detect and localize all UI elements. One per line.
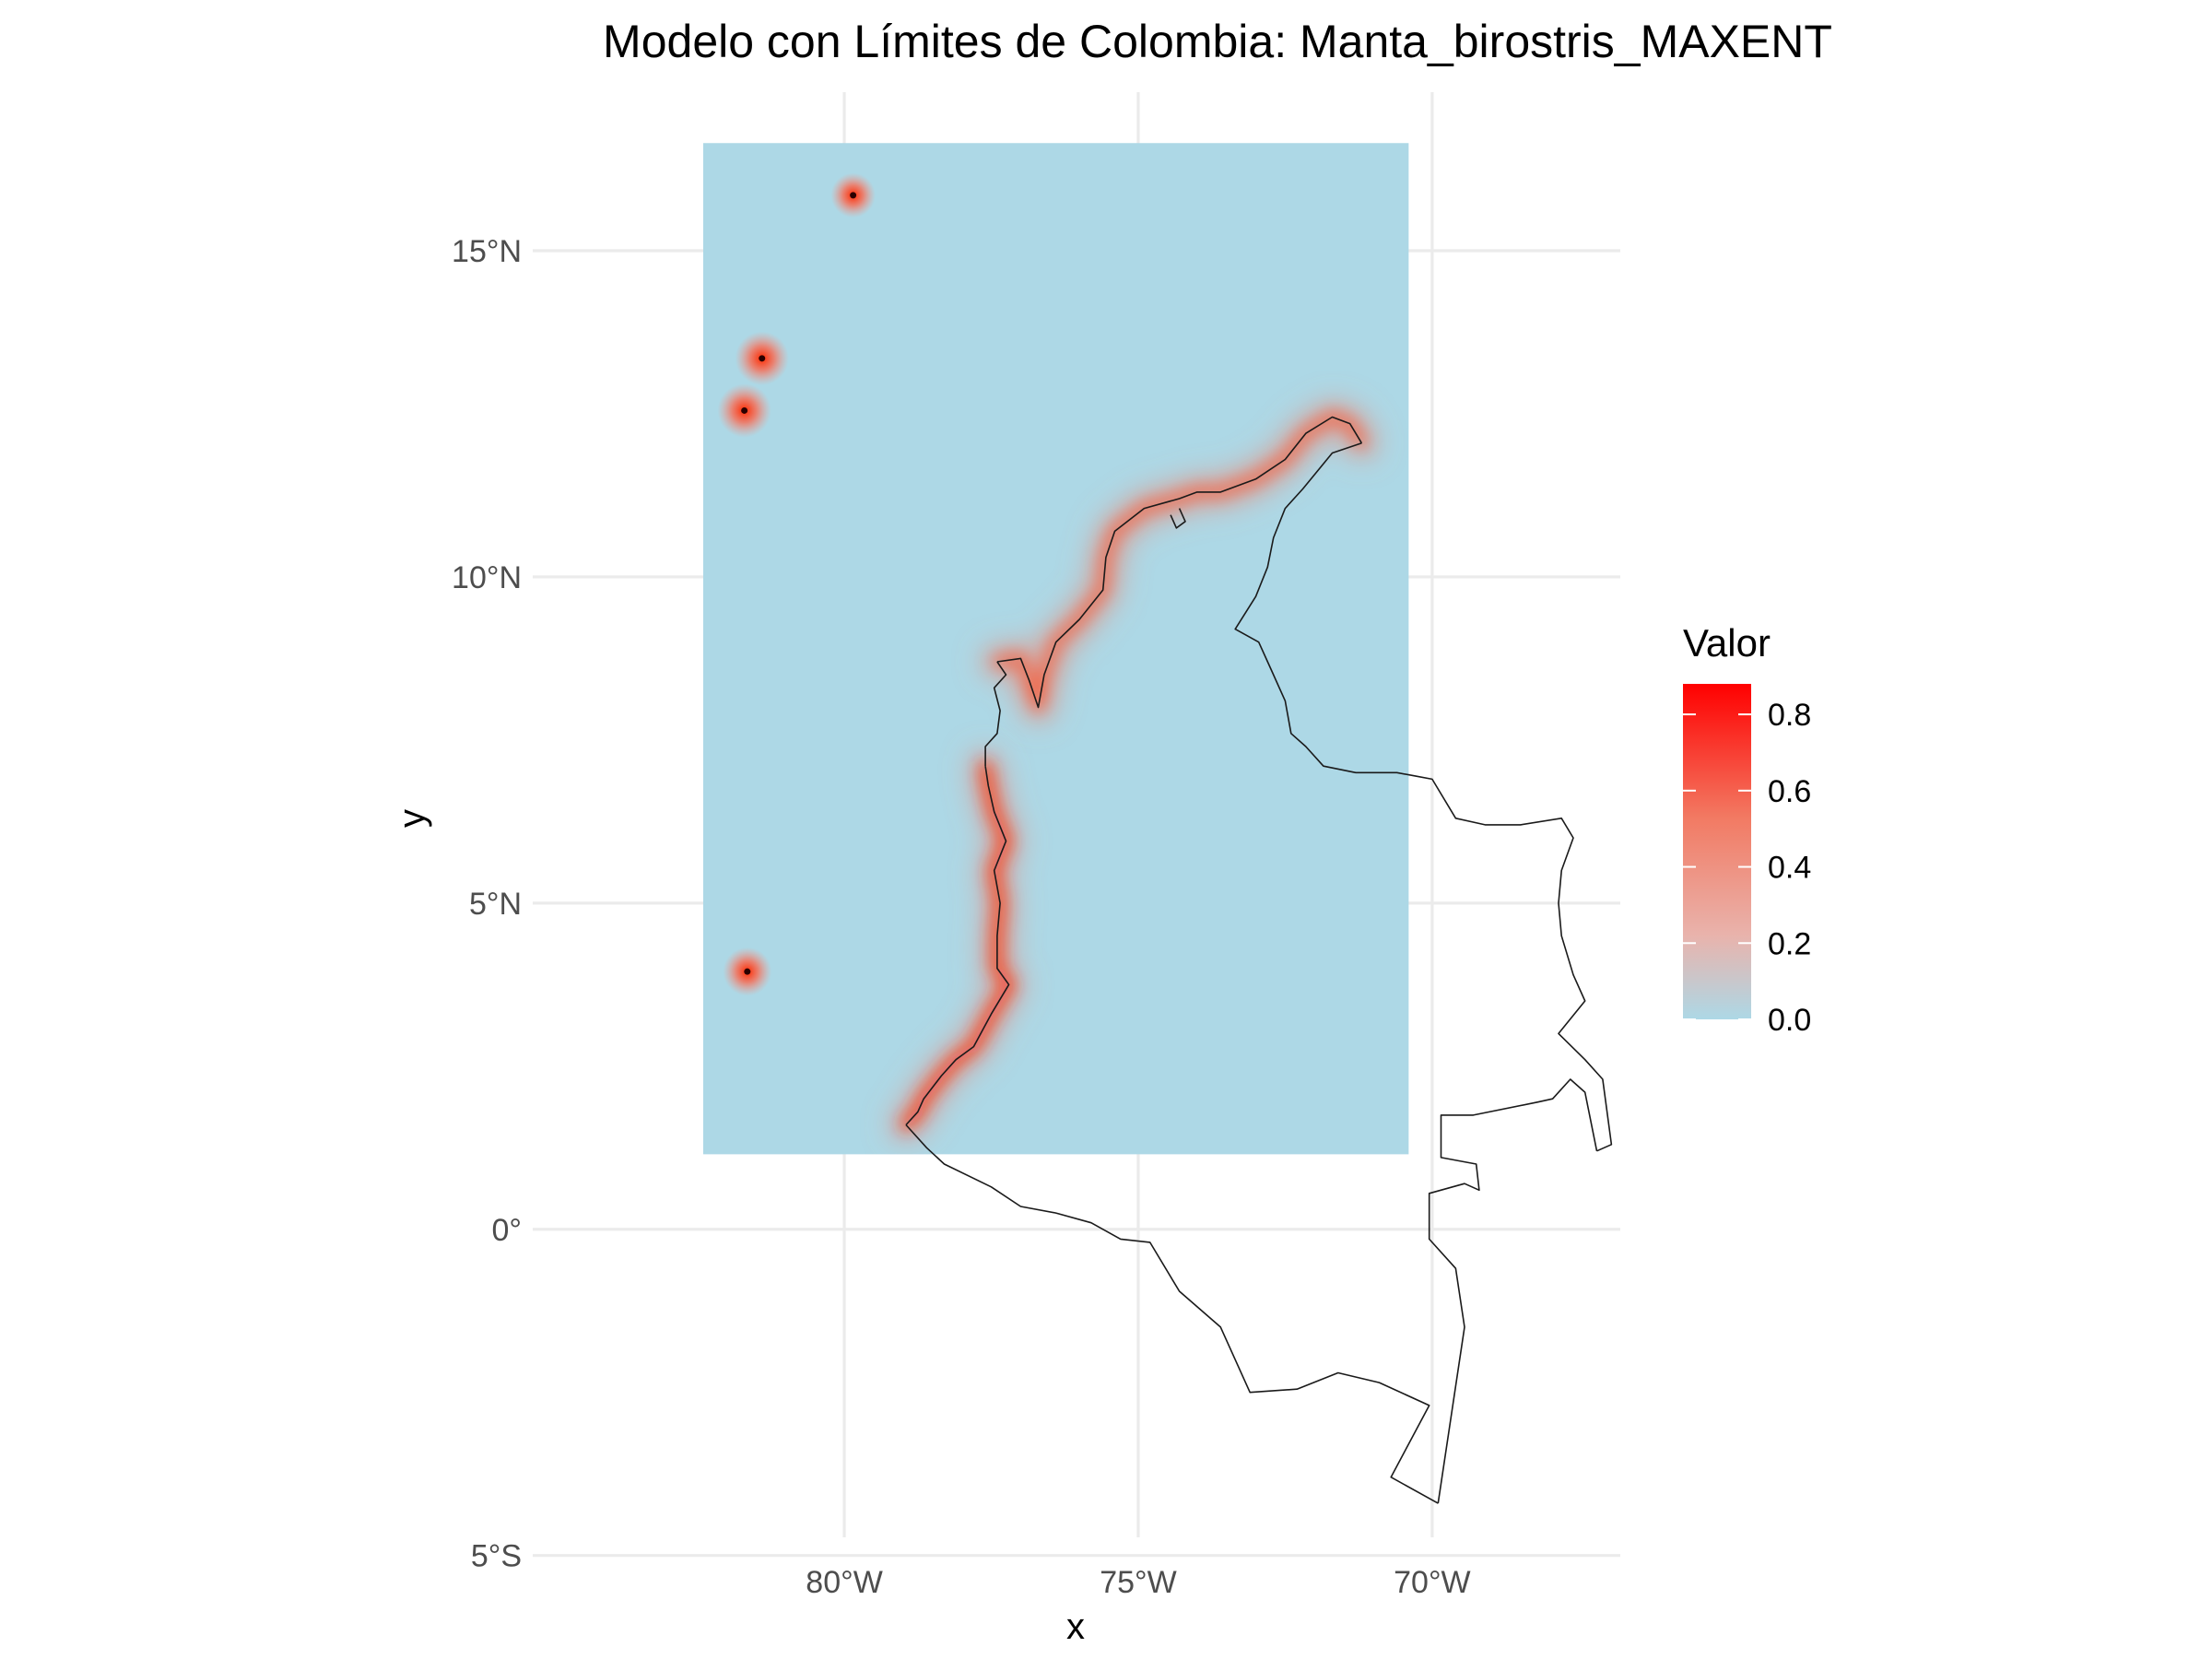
legend-title: Valor bbox=[1683, 621, 1771, 665]
y-tick-label: 5°S bbox=[471, 1539, 522, 1574]
x-tick-label: 70°W bbox=[1394, 1565, 1471, 1600]
chart-title: Modelo con Límites de Colombia: Manta_bi… bbox=[603, 16, 1832, 67]
y-axis-title: y bbox=[392, 809, 432, 828]
hotspot-core bbox=[744, 968, 751, 975]
boundary-pacific bbox=[905, 766, 1010, 1126]
boundary-venezuela-border bbox=[1234, 442, 1613, 1152]
suitability-raster bbox=[702, 143, 1409, 1155]
legend-tick-label: 0.0 bbox=[1768, 1003, 1811, 1038]
y-tick-label: 5°N bbox=[469, 887, 522, 922]
hotspot-core bbox=[741, 406, 748, 414]
boundary-brazil-border bbox=[1428, 1078, 1598, 1504]
boundary-peru-border bbox=[905, 1124, 1439, 1504]
legend-tick-label: 0.4 bbox=[1768, 851, 1811, 886]
x-axis-title: x bbox=[1066, 1606, 1085, 1647]
boundary-caribbean bbox=[996, 416, 1363, 709]
hotspot-core bbox=[850, 192, 857, 199]
y-tick-label: 0° bbox=[491, 1213, 522, 1248]
axes: 80°W 75°W 70°W 15°N 10°N 5°N 0° 5°S bbox=[452, 234, 1471, 1600]
x-tick-label: 80°W bbox=[806, 1565, 883, 1600]
legend-tick-label: 0.2 bbox=[1768, 926, 1811, 961]
y-tick-label: 15°N bbox=[452, 234, 522, 269]
legend-ticks: 0.0 0.2 0.4 0.6 0.8 bbox=[1683, 698, 1811, 1038]
legend: Valor 0.0 0.2 0.4 0.6 0.8 bbox=[1683, 621, 1811, 1038]
y-tick-label: 10°N bbox=[452, 560, 522, 595]
legend-tick-label: 0.6 bbox=[1768, 774, 1811, 809]
x-tick-label: 75°W bbox=[1100, 1565, 1177, 1600]
legend-tick-label: 0.8 bbox=[1768, 698, 1811, 733]
boundary-magdalena-lagoon bbox=[1170, 508, 1186, 529]
colombia-boundary bbox=[905, 416, 1613, 1504]
hotspot-core bbox=[759, 355, 766, 362]
boundary-darien bbox=[984, 661, 1007, 767]
legend-colorbar bbox=[1683, 684, 1751, 1019]
